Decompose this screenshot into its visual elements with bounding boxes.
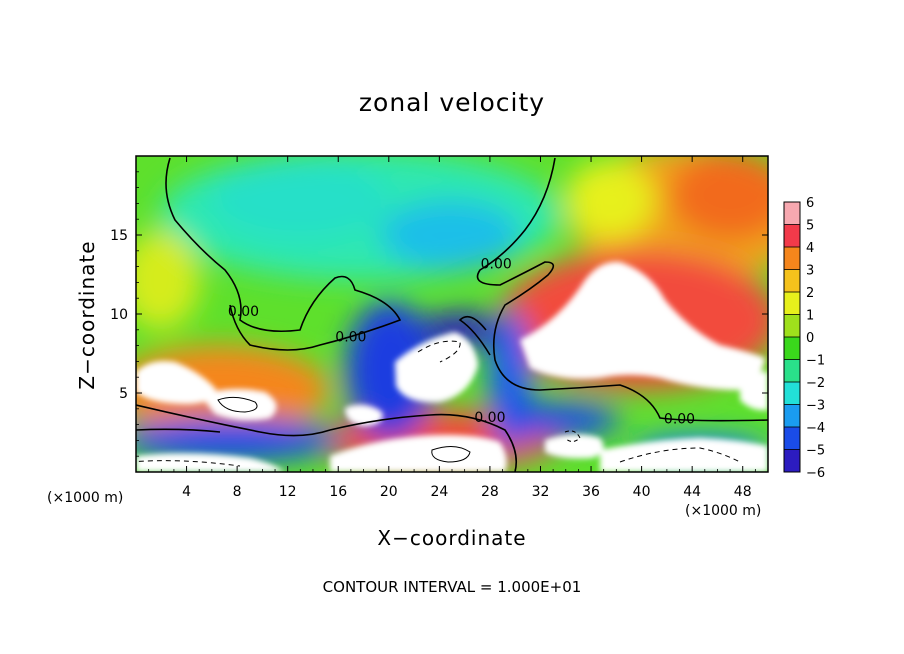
colorbar-tick-label: −4	[806, 421, 825, 436]
contour-labels: 0.00 0.00 0.00 0.00 0.00	[228, 257, 695, 428]
colorbar-tick-label: −6	[806, 466, 825, 481]
colorbar-band	[784, 314, 800, 338]
colorbar-tick-label: −1	[806, 354, 825, 369]
contour-lines	[136, 157, 768, 472]
colorbar-tick-label: 0	[806, 331, 814, 346]
colorbar-tick-label: 2	[806, 286, 814, 301]
colorbar-tick-label: 5	[806, 219, 814, 234]
x-tick-label: 16	[329, 484, 347, 500]
contour-label: 0.00	[474, 410, 505, 426]
y-tick-label: 10	[110, 307, 128, 323]
colorbar-band	[784, 247, 800, 270]
colorbar-band	[784, 269, 800, 293]
x-tick-label: 8	[233, 484, 242, 500]
colorbar-tick-label: −3	[806, 399, 825, 414]
colorbar-tick-label: 3	[806, 264, 814, 279]
colorbar-tick-label: −2	[806, 376, 825, 391]
x-tick-label: 12	[279, 484, 297, 500]
colorbar-band	[784, 382, 800, 405]
x-axis-label: X−coordinate	[377, 526, 527, 550]
colorbar-band	[784, 427, 800, 450]
contour-label: 0.00	[335, 329, 366, 345]
x-tick-label: 40	[633, 484, 651, 500]
contour-label: 0.00	[664, 411, 695, 427]
colorbar-band	[784, 449, 800, 473]
colorbar-band	[784, 224, 800, 248]
colorbar: 6 5 4 3 2 1 0 −1 −2 −3 −4 −5 −6	[783, 196, 825, 481]
y-tick-label: 5	[119, 386, 128, 402]
x-tick-label: 44	[683, 484, 701, 500]
y-tick-label: 15	[110, 228, 128, 244]
heatmap-field	[136, 156, 768, 472]
small-contours	[136, 340, 741, 467]
colorbar-band	[784, 202, 800, 225]
x-tick-label: 24	[430, 484, 448, 500]
colorbar-tick-label: 4	[806, 241, 814, 256]
x-tick-label: 36	[582, 484, 600, 500]
colorbar-tick-label: 1	[806, 309, 814, 324]
contour-interval-note: CONTOUR INTERVAL = 1.000E+01	[322, 578, 582, 596]
x-unit-label-left: (×1000 m)	[47, 490, 124, 506]
colorbar-band	[784, 337, 800, 360]
contour-label: 0.00	[228, 304, 259, 320]
x-tick-label: 28	[481, 484, 499, 500]
x-tick-label: 4	[182, 484, 191, 500]
x-unit-label-right: (×1000 m)	[685, 503, 762, 519]
x-tick-label: 32	[532, 484, 550, 500]
colorbar-tick-label: −5	[806, 444, 825, 459]
x-tick-label: 48	[734, 484, 752, 500]
contour-label: 0.00	[481, 257, 512, 273]
colorbar-band	[784, 359, 800, 383]
x-tick-label: 20	[380, 484, 398, 500]
colorbar-band	[784, 404, 800, 428]
colorbar-band	[784, 292, 800, 315]
colorbar-tick-label: 6	[806, 196, 814, 211]
chart-title: zonal velocity	[358, 88, 546, 117]
